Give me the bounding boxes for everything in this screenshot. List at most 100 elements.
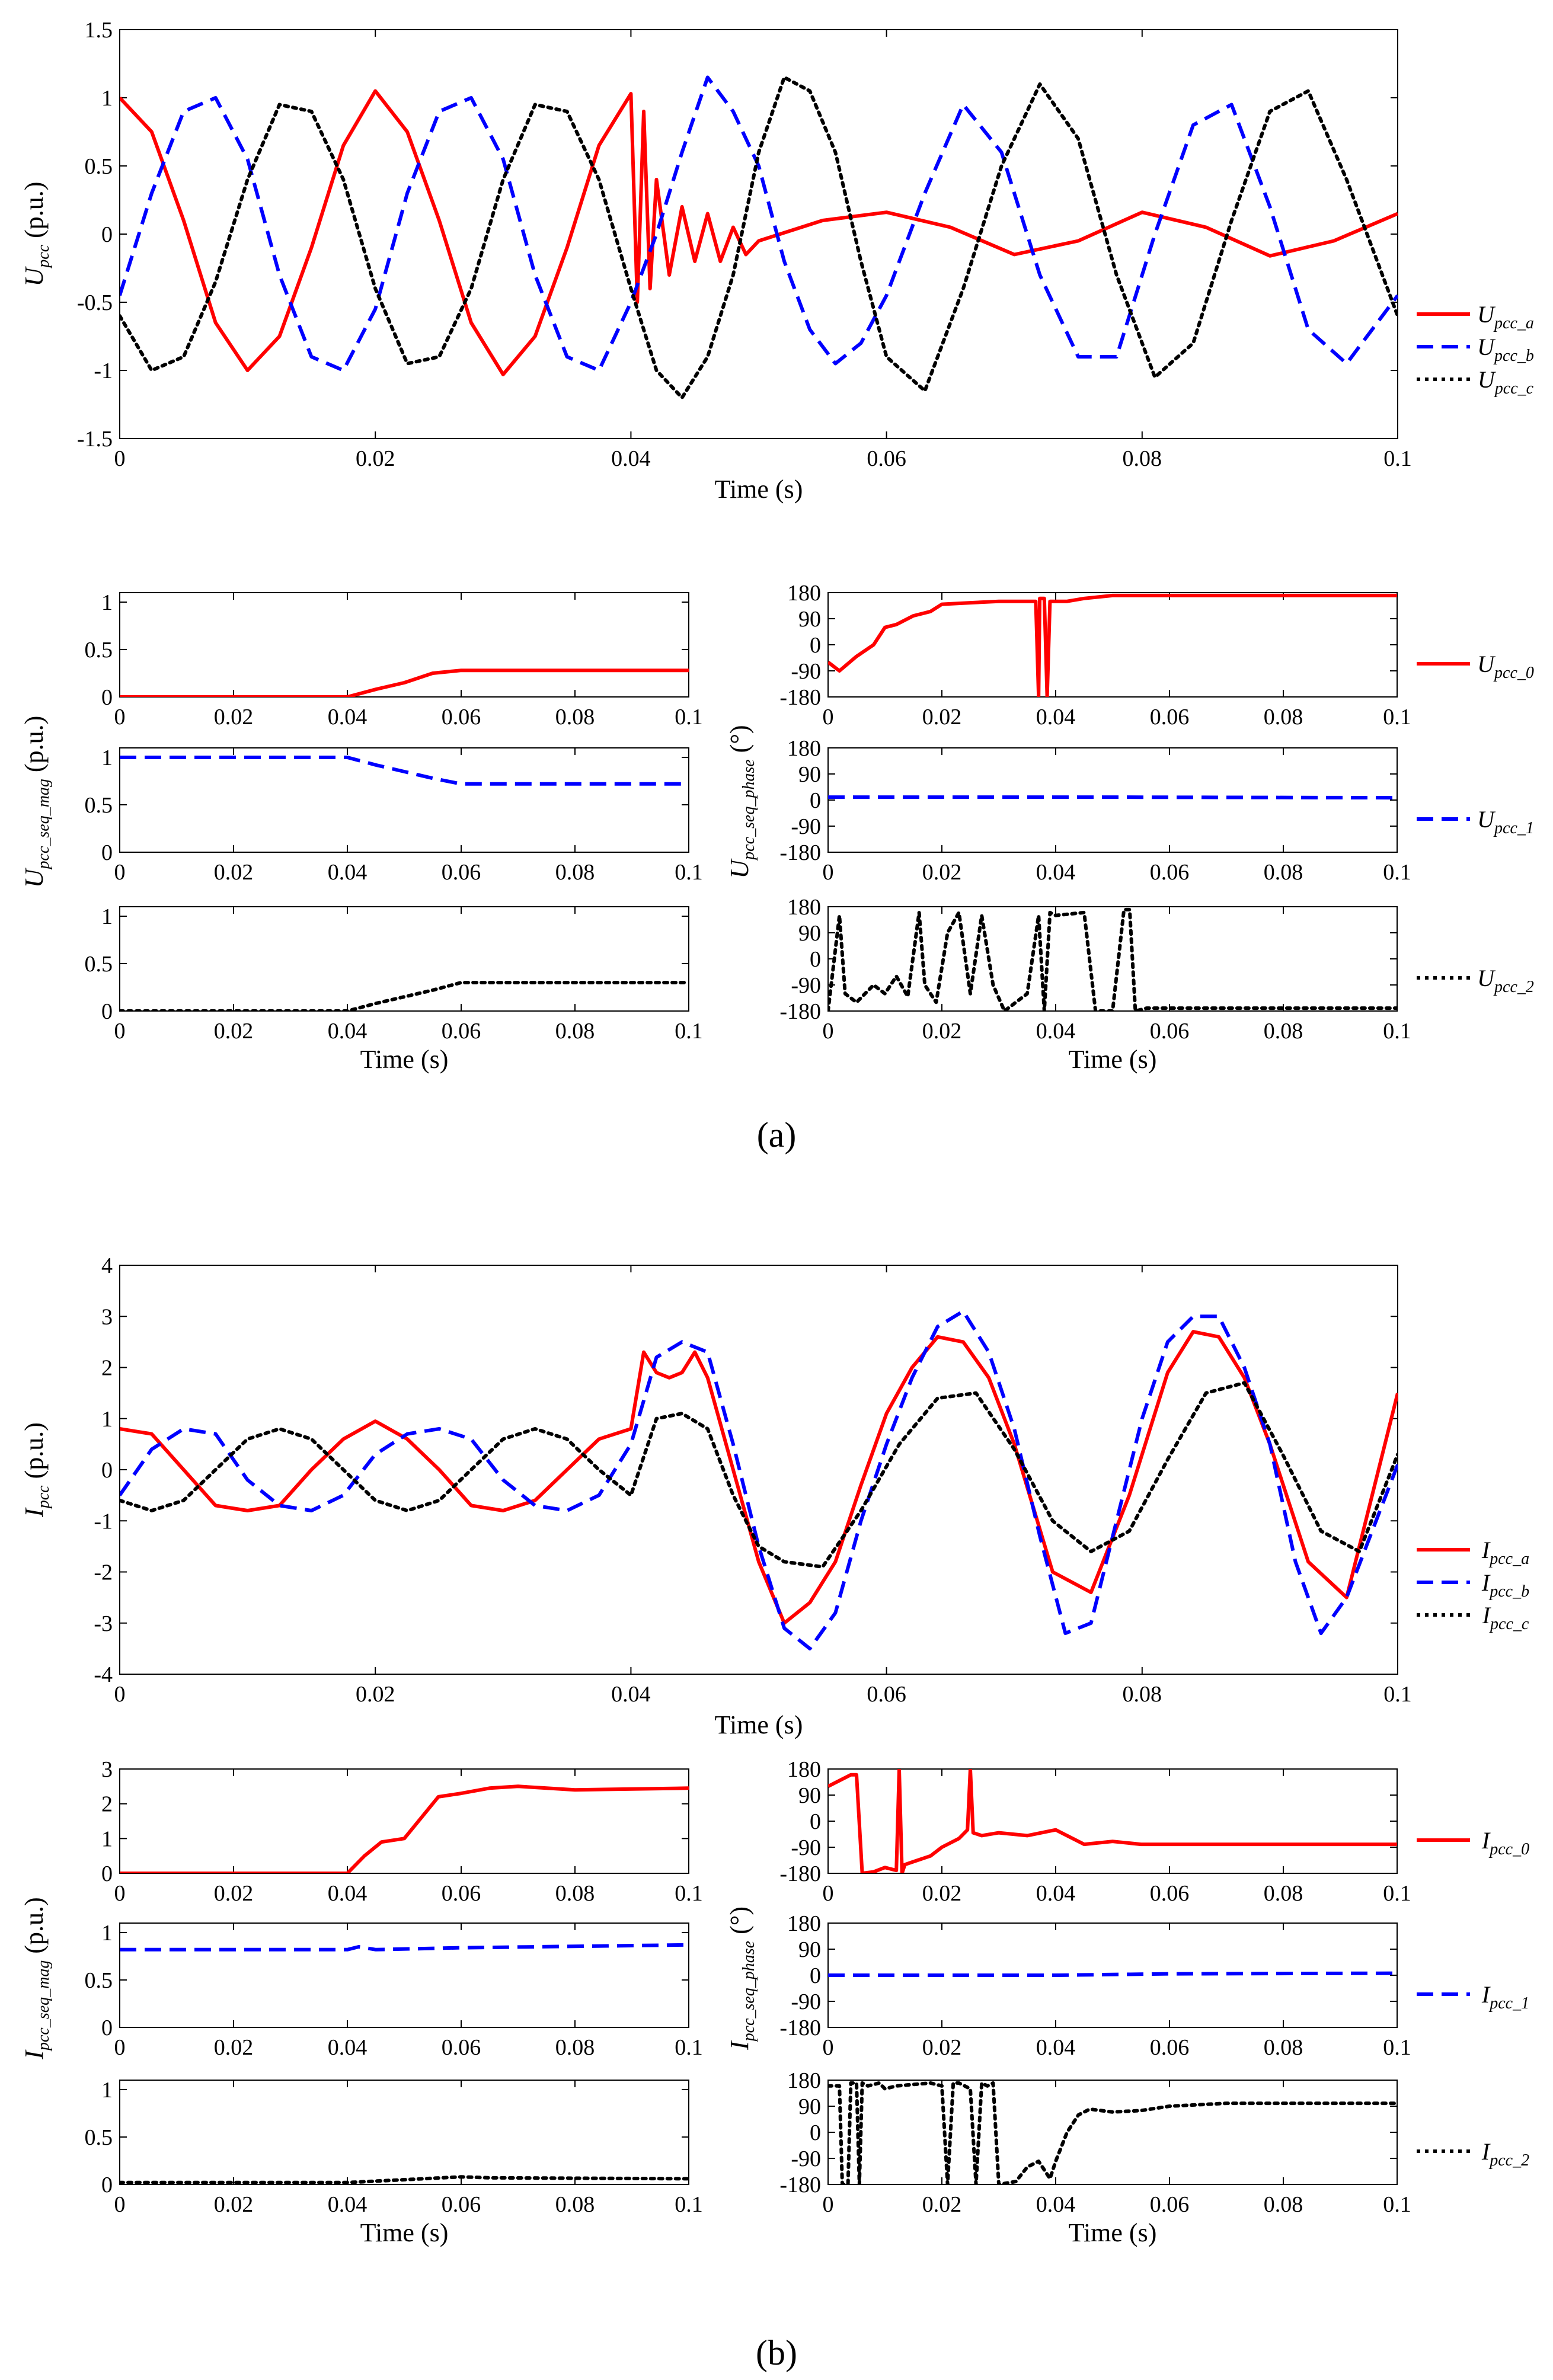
i-pa-2-ytick-label-0: 180: [787, 2068, 821, 2093]
u-pa-2-ytick-label-1: 90: [798, 921, 821, 946]
u-mag-1-ytick-label-1: 0.5: [85, 793, 113, 818]
u-phase-frame: [119, 29, 1398, 439]
i-phase-xtick-label-5: 0.1: [1383, 1682, 1412, 1707]
caption-a: (a): [757, 1115, 797, 1154]
i-phase-xtick-label-2: 0.04: [611, 1682, 651, 1707]
i-pa-ylabel-unit: (°): [725, 1906, 754, 1941]
u-mag-xlabel: Time (s): [360, 1045, 449, 1074]
u-phase-legend-1-label-sub: pcc_b: [1493, 347, 1534, 365]
u-phase-ylabel-main: U: [20, 265, 49, 286]
u-mag-2-xtick-label-3: 0.06: [442, 1019, 481, 1044]
u-pa-1-xtick-label-1: 0.02: [922, 860, 962, 885]
i-pa-0-xtick-label-2: 0.04: [1036, 1881, 1076, 1906]
plot-area: 0 0.02 0.04 0.06 0.08 0.1 1.5 1 0.5 0 -0.5 -1 -1.5 Ti…: [20, 18, 1534, 2247]
i-mag-ylabel-main: I: [20, 2049, 49, 2060]
u-pa-legend-1-label-main: U: [1477, 806, 1496, 833]
i-pa-legend-0-label-main: I: [1481, 1827, 1491, 1854]
i-mag-1-xtick-label-3: 0.06: [442, 2035, 481, 2060]
u-mag-0-xtick-label-5: 0.1: [675, 705, 703, 730]
u-phase-ylabel: Upcc (p.u.): [20, 182, 53, 287]
u-phase-legend-1-label: Upcc_b: [1477, 334, 1534, 365]
u-pa-1-xtick-label-2: 0.04: [1036, 860, 1076, 885]
u-pa-0-xtick-label-2: 0.04: [1036, 705, 1076, 730]
i-pa-2-xtick-label-0: 0: [823, 2192, 834, 2217]
u-pa-0-ytick-label-1: 90: [798, 607, 821, 632]
u-phase-legend-2-label-main: U: [1478, 366, 1497, 393]
u-phase-xtick-label-0: 0: [114, 446, 126, 471]
u-pa-legend-0-label-main: U: [1477, 651, 1496, 677]
u-mag-2-xtick-label-0: 0: [114, 1019, 126, 1044]
u-phase-series-U_pcc_b: [120, 75, 1398, 372]
i-pa-2-ytick-label-3: -90: [791, 2147, 821, 2171]
i-pa-series-2: [828, 2081, 1397, 2184]
i-mag-2-xtick-label-4: 0.08: [555, 2192, 595, 2217]
i-mag-1-xtick-label-0: 0: [114, 2035, 126, 2060]
i-mag-0-ytick-label-2: 1: [101, 1826, 113, 1851]
i-phase-legend-0-label-sub: pcc_a: [1488, 1550, 1529, 1568]
i-pa-legend-2-label-sub: pcc_2: [1488, 2151, 1529, 2170]
u-pa-legend-1-label-sub: pcc_1: [1493, 819, 1534, 837]
i-mag-2-axes: 0 0.02 0.04 0.06 0.08 0.1 1 0.5 0 Time (s): [85, 2078, 703, 2247]
u-pa-0-ytick-label-0: 180: [787, 581, 821, 606]
i-phase-axes: 0 0.02 0.04 0.06 0.08 0.1 4 3 2 1 0 -1 -2 -3 -4 Time (s…: [20, 1253, 1529, 1739]
i-pa-1-xtick-label-5: 0.1: [1383, 2035, 1411, 2060]
u-pa-1-ytick-label-2: 0: [810, 788, 821, 813]
i-pa-2-xtick-label-4: 0.08: [1264, 2192, 1303, 2217]
u-pa-2-xtick-label-2: 0.04: [1036, 1019, 1076, 1044]
i-pa-0-ytick-label-3: -90: [791, 1835, 821, 1860]
u-pa-ylabel: Upcc_seq_phase (°): [725, 725, 758, 878]
i-phase-xtick-label-3: 0.06: [867, 1682, 906, 1707]
i-pa-legend-2-label-main: I: [1481, 2138, 1491, 2165]
u-pa-xlabel: Time (s): [1069, 1045, 1157, 1074]
u-mag-0-xtick-label-1: 0.02: [214, 705, 254, 730]
i-mag-0-xtick-label-0: 0: [114, 1881, 126, 1906]
u-mag-0-xtick-label-4: 0.08: [555, 705, 595, 730]
i-mag-0-ytick-label-1: 2: [101, 1792, 113, 1817]
i-mag-1-ytick-label-0: 1: [101, 1921, 113, 1946]
u-mag-1-ytick-label-2: 0: [101, 840, 113, 865]
u-pa-legend-0-label: Upcc_0: [1477, 651, 1534, 682]
caption-a-text: (a): [757, 1115, 797, 1154]
u-phase-legend-0-label: Upcc_a: [1477, 301, 1534, 332]
u-pa-series-2: [828, 907, 1397, 1011]
i-pa-2-frame: [827, 2080, 1398, 2185]
i-mag-0-ytick-label-0: 3: [101, 1757, 113, 1782]
u-mag-2-axes: 0 0.02 0.04 0.06 0.08 0.1 1 0.5 0 Time (s): [85, 904, 703, 1074]
u-mag-2-xtick-label-4: 0.08: [555, 1019, 595, 1044]
i-mag-1-ytick-label-1: 0.5: [85, 1968, 113, 1993]
i-mag-0-xtick-label-1: 0.02: [214, 1881, 254, 1906]
u-pa-0-ytick-label-2: 0: [810, 633, 821, 658]
i-pa-2-xtick-label-2: 0.04: [1036, 2192, 1076, 2217]
u-phase-legend-2-label-sub: pcc_c: [1494, 379, 1534, 398]
u-pa-2-ytick-label-3: -90: [791, 973, 821, 998]
u-pa-ylabel-unit: (°): [725, 725, 754, 759]
i-phase-ylabel-main: I: [20, 1507, 49, 1518]
i-phase-ytick-label-8: -4: [94, 1662, 113, 1687]
i-phase-legend-0-label: Ipcc_a: [1481, 1537, 1529, 1568]
i-mag-0-xtick-label-5: 0.1: [675, 1881, 703, 1906]
i-mag-1-axes: 0 0.02 0.04 0.06 0.08 0.1 1 0.5 0: [85, 1921, 703, 2060]
u-pa-1-ytick-label-0: 180: [787, 736, 821, 761]
i-phase-series-I_pcc_b: [120, 1309, 1398, 1650]
i-pa-legend-2-label: Ipcc_2: [1481, 2138, 1529, 2170]
i-mag-2-xtick-label-2: 0.04: [328, 2192, 368, 2217]
i-mag-1-ytick-label-2: 0: [101, 2016, 113, 2040]
i-mag-ylabel-sub: pcc_seq_mag: [34, 1960, 53, 2052]
u-mag-series-1: [120, 756, 689, 786]
u-phase-xlabel: Time (s): [715, 475, 803, 504]
i-phase-ytick-label-3: 1: [101, 1407, 113, 1432]
i-pa-1-xtick-label-2: 0.04: [1036, 2035, 1076, 2060]
i-pa-1-xtick-label-4: 0.08: [1264, 2035, 1303, 2060]
u-phase-xtick-label-4: 0.08: [1123, 446, 1162, 471]
u-mag-0-ytick-label-0: 1: [101, 590, 113, 615]
u-phase-ylabel-unit: (p.u.): [20, 182, 49, 245]
i-mag-1-xtick-label-4: 0.08: [555, 2035, 595, 2060]
u-pa-0-xtick-label-1: 0.02: [922, 705, 962, 730]
i-mag-0-axes: 0 0.02 0.04 0.06 0.08 0.1 3 2 1 0: [101, 1757, 703, 1906]
u-phase-ytick-label-5: -1: [94, 359, 113, 383]
u-pa-2-xtick-label-5: 0.1: [1383, 1019, 1411, 1044]
u-phase-legend-1-label-main: U: [1477, 334, 1496, 360]
